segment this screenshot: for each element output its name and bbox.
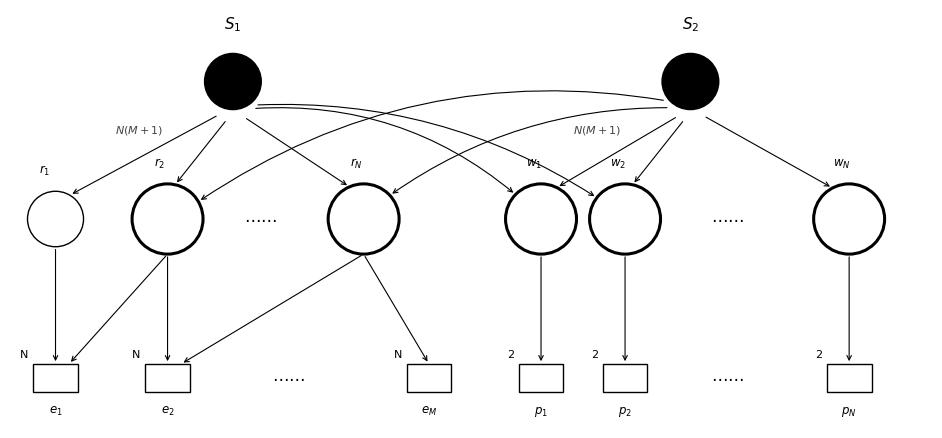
- Text: 2: 2: [815, 350, 822, 360]
- Text: $e_{1}$: $e_{1}$: [49, 405, 62, 418]
- Text: $p_{1}$: $p_{1}$: [534, 405, 548, 419]
- Text: $p_{2}$: $p_{2}$: [618, 405, 632, 419]
- Text: N: N: [132, 350, 140, 360]
- Text: 2: 2: [591, 350, 598, 360]
- Text: $\cdots\cdots$: $\cdots\cdots$: [244, 210, 278, 228]
- Bar: [827, 364, 871, 392]
- Text: $N(M+1)$: $N(M+1)$: [115, 124, 164, 138]
- Text: $\cdots\cdots$: $\cdots\cdots$: [711, 210, 744, 228]
- Text: $r_N$: $r_N$: [349, 157, 363, 171]
- Text: $e_{2}$: $e_{2}$: [161, 405, 174, 418]
- Ellipse shape: [662, 54, 719, 109]
- Text: $w_2$: $w_2$: [609, 158, 625, 171]
- Bar: [145, 364, 190, 392]
- Text: $w_1$: $w_1$: [526, 158, 542, 171]
- Ellipse shape: [814, 184, 885, 254]
- Text: $S_1$: $S_1$: [224, 15, 241, 34]
- Text: $r_1$: $r_1$: [39, 164, 50, 178]
- Ellipse shape: [205, 54, 261, 109]
- Text: $N(M+1)$: $N(M+1)$: [573, 124, 622, 138]
- Text: $\cdots\cdots$: $\cdots\cdots$: [711, 369, 744, 387]
- Text: N: N: [20, 350, 28, 360]
- Text: $w_N$: $w_N$: [833, 158, 851, 171]
- Ellipse shape: [506, 184, 577, 254]
- Text: $S_2$: $S_2$: [682, 15, 699, 34]
- Text: N: N: [394, 350, 402, 360]
- Bar: [407, 364, 451, 392]
- Ellipse shape: [590, 184, 660, 254]
- Text: $e_{M}$: $e_{M}$: [421, 405, 437, 418]
- Ellipse shape: [328, 184, 399, 254]
- Text: $p_{N}$: $p_{N}$: [841, 405, 857, 419]
- Text: $r_2$: $r_2$: [154, 157, 166, 171]
- Text: 2: 2: [507, 350, 514, 360]
- Bar: [603, 364, 647, 392]
- Ellipse shape: [132, 184, 203, 254]
- Bar: [33, 364, 78, 392]
- Bar: [519, 364, 563, 392]
- Ellipse shape: [27, 191, 84, 247]
- Text: $\cdots\cdots$: $\cdots\cdots$: [272, 369, 305, 387]
